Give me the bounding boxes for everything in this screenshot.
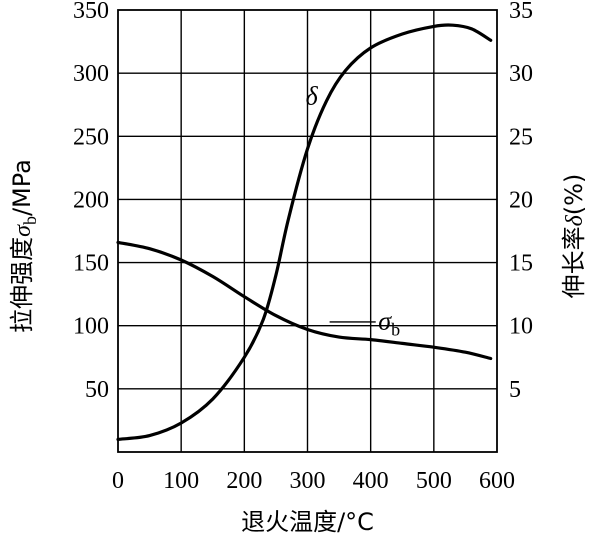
left-y-tick-label: 300 [73, 61, 109, 87]
left-y-tick-label: 200 [73, 187, 109, 213]
right-y-axis-title-prefix: 伸长率 [560, 226, 588, 298]
sigma-b-label-sub: b [391, 320, 400, 340]
right-y-axis-title-suffix: (%) [560, 174, 588, 216]
sigma-b-label-text: σb [378, 307, 400, 340]
left-y-tick-label: 150 [73, 251, 109, 277]
delta-curve-line [116, 23, 493, 441]
right-y-tick-label: 25 [509, 124, 533, 150]
x-tick-label: 500 [416, 468, 452, 494]
left-y-axis-title-suffix: /MPa [8, 159, 36, 216]
right-y-axis-title-symbol: δ [562, 214, 588, 226]
plot-frame [117, 9, 498, 453]
right-y-tick-label: 35 [509, 0, 533, 24]
right-y-tick-label: 5 [509, 377, 521, 403]
right-y-axis-title: 伸长率δ(%) [560, 174, 588, 299]
curves [116, 23, 493, 441]
delta-curve-label: δ [306, 82, 319, 111]
x-tick-label: 400 [353, 468, 389, 494]
x-tick-label: 200 [226, 468, 262, 494]
left-y-tick-label: 250 [73, 124, 109, 150]
sigma-b-curve-label: σb [329, 307, 400, 340]
right-y-tick-label: 15 [509, 251, 533, 277]
x-tick-label: 100 [163, 468, 199, 494]
right-y-tick-label: 10 [509, 314, 533, 340]
x-axis-title: 退火温度/°C [241, 508, 374, 536]
left-y-tick-label: 350 [73, 0, 109, 24]
left-y-tick-label: 50 [85, 377, 109, 403]
sigma-b-curve-line [116, 240, 493, 361]
sigma-b-label-symbol: σ [378, 307, 392, 336]
x-tick-label: 300 [290, 468, 326, 494]
grid-lines [118, 10, 497, 452]
right-y-tick-label: 20 [509, 187, 533, 213]
tick-labels: 0 100 200 300 400 500 600 50 100 150 200 250 300 350 5… [73, 0, 533, 494]
left-y-axis-title-symbol: σ [10, 224, 36, 237]
x-tick-label: 600 [479, 468, 515, 494]
left-y-axis-title: 拉伸强度σb/MPa [8, 159, 40, 333]
right-y-tick-label: 30 [509, 61, 533, 87]
left-y-axis-title-sub: b [20, 216, 40, 225]
x-tick-label: 0 [112, 468, 124, 494]
left-y-tick-label: 100 [73, 314, 109, 340]
left-y-axis-title-prefix: 拉伸强度 [8, 237, 36, 333]
